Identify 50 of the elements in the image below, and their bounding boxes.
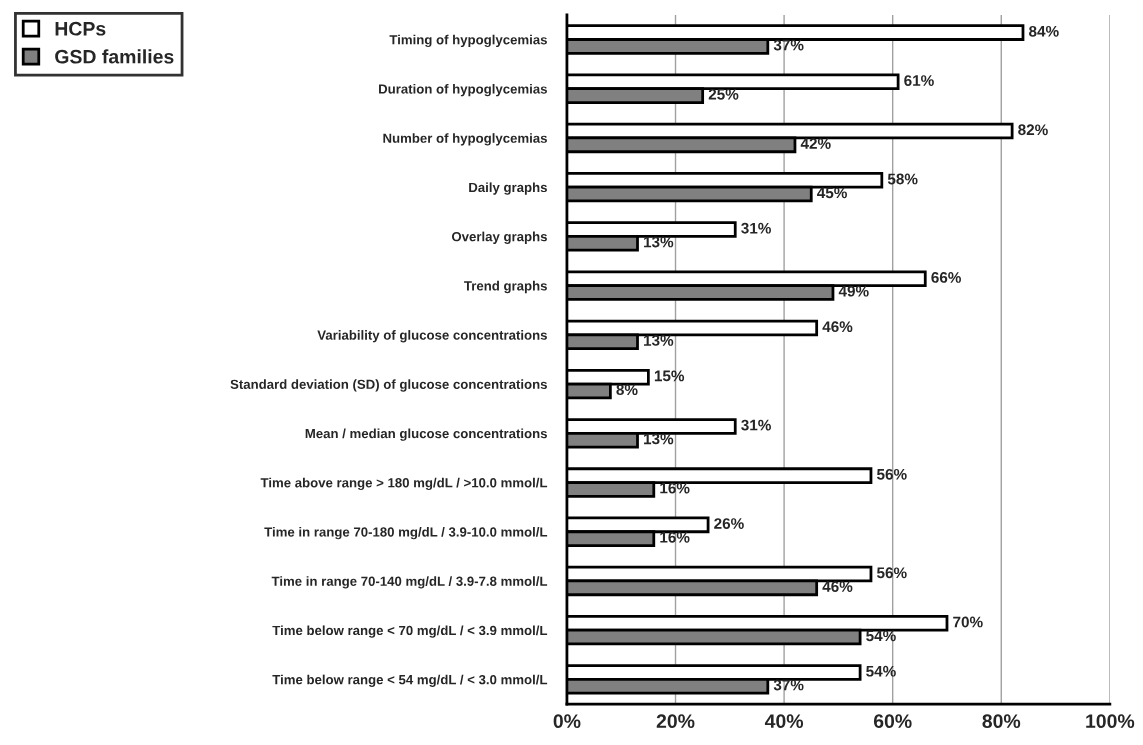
legend-label: GSD families (55, 49, 174, 64)
y-tick-label: Time above range > 180 mg/dL / >10.0 mmol/L (260, 477, 548, 491)
data-label: 46% (822, 321, 853, 333)
y-tick-label: Mean / median glucose concentrations (305, 428, 547, 441)
legend-label: HCPs (55, 21, 106, 36)
x-tick-label: 100% (1086, 714, 1135, 729)
data-label: 84% (1029, 25, 1059, 37)
data-label: 66% (931, 272, 961, 283)
y-tick-label: Time below range < 54 mg/dL / < 3.0 mmol/L (272, 674, 548, 687)
y-tick-label: Time below range < 70 mg/dL / < 3.9 mmol/L (272, 625, 548, 638)
data-label: 61% (904, 75, 934, 86)
data-label: 31% (741, 222, 771, 234)
data-label: 42% (800, 138, 831, 149)
data-label: 16% (660, 531, 690, 543)
data-label: 82% (1018, 124, 1048, 136)
x-tick-label: 80% (982, 714, 1021, 729)
data-label: 26% (714, 518, 744, 529)
data-label: 37% (773, 679, 804, 691)
data-label: 13% (644, 335, 674, 346)
data-label: 54% (866, 630, 896, 642)
y-tick-label: Overlay graphs (451, 231, 547, 244)
data-label: 31% (741, 419, 771, 431)
data-label: 45% (817, 187, 847, 199)
data-label: 54% (866, 665, 896, 677)
x-tick-label: 60% (873, 714, 912, 729)
y-tick-label: Daily graphs (469, 182, 547, 195)
x-tick-label: 20% (656, 714, 695, 729)
y-tick-label: Timing of hypoglycemias (389, 34, 547, 48)
data-label: 49% (838, 285, 869, 297)
y-tick-label: Trend graphs (464, 280, 547, 294)
data-label: 15% (654, 370, 685, 382)
data-label: 70% (953, 616, 983, 628)
y-tick-label: Variability of glucose concentrations (317, 330, 547, 343)
data-label: 58% (887, 173, 918, 185)
data-label: 13% (644, 236, 674, 248)
y-tick-label: Time in range 70-180 mg/dL / 3.9-10.0 mmol/L (264, 526, 548, 540)
y-tick-label: Duration of hypoglycemias (379, 83, 547, 97)
data-label: 37% (773, 39, 804, 51)
data-label: 46% (822, 581, 853, 592)
data-label: 13% (644, 433, 674, 445)
data-label: 56% (876, 468, 907, 480)
data-label: 56% (876, 567, 907, 579)
data-label: 16% (660, 482, 690, 494)
y-tick-label: Standard deviation (SD) of glucose concentrations (230, 379, 547, 392)
x-tick-label: 40% (764, 714, 804, 729)
y-tick-label: Time in range 70-140 mg/dL / 3.9-7.8 mmol/L (271, 576, 548, 589)
y-tick-label: Number of hypoglycemias (383, 133, 547, 146)
data-label: 25% (708, 88, 739, 100)
data-label: 8% (616, 384, 638, 396)
x-tick-label: 0% (553, 714, 581, 729)
